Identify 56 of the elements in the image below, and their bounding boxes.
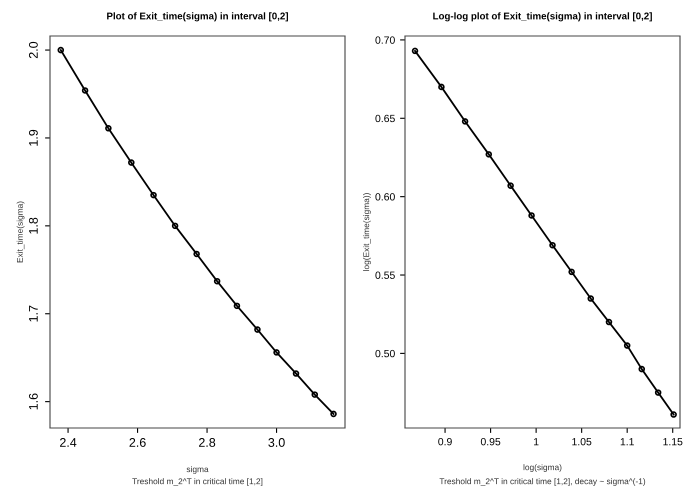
point: [234, 302, 240, 310]
point: [58, 46, 64, 54]
point: [193, 250, 200, 258]
point: [254, 326, 261, 333]
point: [273, 349, 280, 356]
point: [638, 366, 646, 372]
y-tick-label: 1.7: [29, 306, 38, 322]
point: [654, 389, 662, 396]
point: [312, 391, 318, 398]
point: [214, 278, 220, 284]
y-tick-label: 0.55: [375, 272, 395, 279]
point: [670, 411, 677, 418]
point: [528, 212, 535, 219]
y-axis-title: Exit_time(sigma): [16, 201, 24, 262]
point: [462, 118, 468, 125]
x-tick-label: 1: [534, 438, 539, 446]
x-tick-label: 3.0: [268, 438, 285, 447]
x-axis-title: sigma: [186, 466, 209, 474]
chart-title: Log-log plot of Exit_time(sigma) in interval [0,2]: [433, 12, 652, 22]
x-tick-label: 2.4: [60, 438, 76, 447]
x-tick-label: 2.6: [130, 438, 146, 447]
x-axis-title: log(sigma): [524, 464, 562, 472]
chart-title: Plot of Exit_time(sigma) in interval [0,2]: [107, 12, 288, 22]
x-tick-label: 1.15: [663, 438, 682, 446]
point: [486, 151, 492, 158]
x-tick-label: 2.8: [198, 438, 216, 447]
y-tick-label: 1.6: [28, 393, 38, 410]
point: [292, 370, 300, 377]
point: [330, 410, 337, 418]
x-tick-label: 1.05: [572, 438, 592, 446]
point: [105, 125, 112, 132]
point: [606, 318, 612, 326]
point: [438, 84, 445, 90]
y-tick-label: 1.8: [28, 218, 38, 234]
point: [507, 182, 514, 189]
point: [568, 268, 575, 276]
point: [549, 242, 556, 249]
point: [172, 222, 178, 230]
y-tick-label: 0.70: [375, 36, 395, 44]
point: [82, 87, 88, 94]
y-tick-label: 0.65: [375, 114, 395, 122]
y-tick-label: 2.0: [28, 42, 38, 58]
y-tick-label: 0.50: [375, 350, 395, 358]
y-axis-title: log(Exit_time(sigma)): [363, 193, 371, 271]
x-tick-label: 1.1: [620, 438, 634, 446]
x-tick-label: 0.9: [438, 438, 452, 446]
x-tick-label: 0.95: [480, 438, 500, 446]
point: [412, 48, 418, 54]
point: [587, 295, 594, 302]
point: [624, 342, 630, 349]
text: Treshold m_2^T in critical time [1,2]: [132, 478, 262, 486]
point: [128, 159, 135, 166]
point: [150, 192, 157, 198]
text: Treshold m_2^T in critical time [1,2], decay ~ sigma^(-1): [440, 478, 646, 486]
y-tick-label: 0.60: [375, 193, 395, 201]
y-tick-label: 1.9: [28, 130, 38, 146]
